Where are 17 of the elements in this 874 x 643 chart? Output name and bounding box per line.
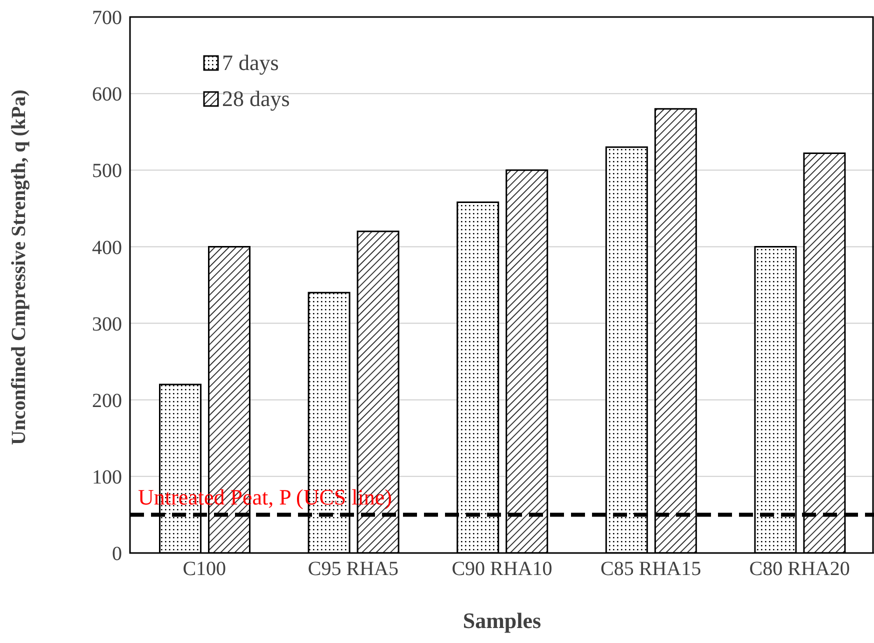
x-tick-label: C100 — [182, 558, 226, 580]
x-axis-title: Samples — [462, 608, 542, 633]
y-tick-label: 0 — [112, 543, 122, 566]
y-tick-label: 200 — [92, 390, 122, 412]
legend-label: 7 days — [222, 50, 279, 76]
y-axis-title: Unconfined Cmpressive Strength, q (kPa) — [8, 90, 30, 445]
legend-label: 28 days — [222, 86, 290, 112]
x-tick-label: C85 RHA15 — [600, 558, 702, 580]
x-tick-label: C90 RHA10 — [452, 558, 552, 580]
x-tick-label: C80 RHA20 — [749, 558, 850, 580]
y-tick-label: 400 — [92, 236, 122, 259]
y-tick-label: 500 — [92, 160, 122, 182]
y-tick-label: 100 — [92, 466, 122, 489]
y-tick-label: 600 — [92, 84, 122, 106]
x-tick-label: C95 RHA5 — [308, 558, 398, 580]
y-tick-label: 300 — [92, 313, 122, 336]
y-tick-label: 700 — [92, 7, 122, 30]
